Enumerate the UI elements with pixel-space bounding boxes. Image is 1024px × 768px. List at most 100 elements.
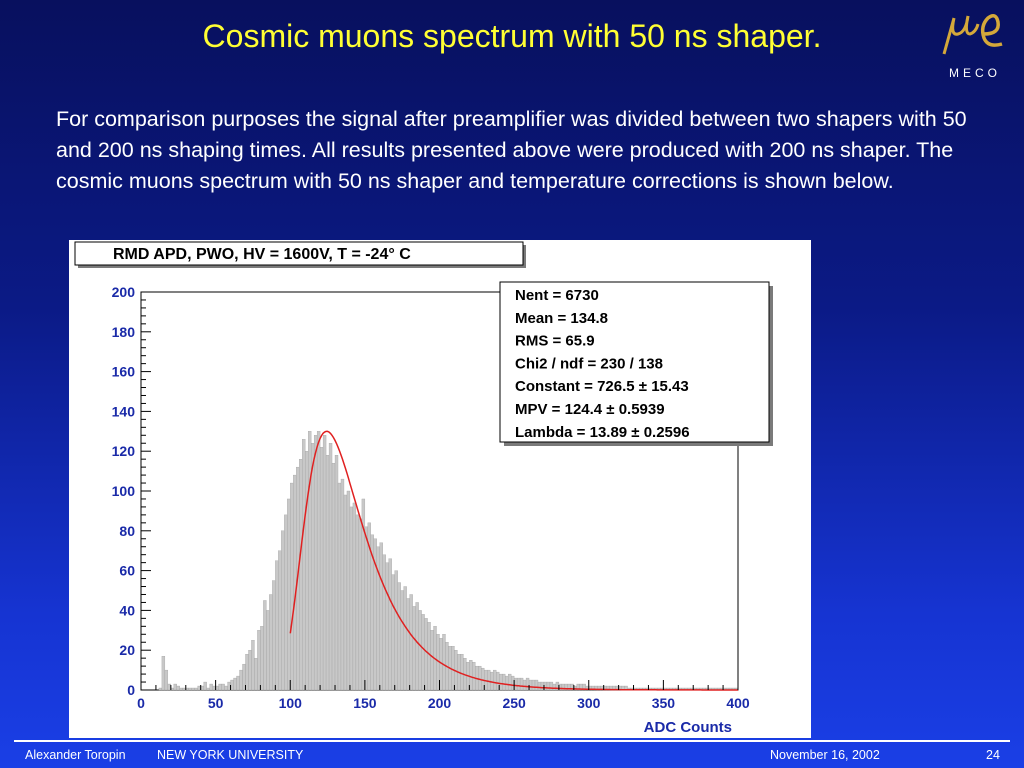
histogram-bar [308, 431, 312, 691]
histogram-bar [299, 459, 303, 691]
slide-title: Cosmic muons spectrum with 50 ns shaper. [202, 18, 822, 54]
mu-e-logo-icon [942, 14, 1003, 55]
histogram-bar [203, 681, 207, 691]
histogram-bar [176, 685, 180, 691]
histogram-bar [239, 669, 243, 691]
stats-line: Mean = 134.8 [515, 310, 608, 327]
meco-logo: MECO [930, 4, 1020, 84]
histogram-bar [331, 462, 336, 691]
histogram-bar [502, 673, 506, 691]
histogram-bar [522, 679, 527, 691]
histogram-bar [272, 580, 276, 691]
histogram-bar [328, 443, 333, 691]
footer-institution: NEW YORK UNIVERSITY [157, 748, 304, 762]
stats-line: Chi2 / ndf = 230 / 138 [515, 355, 663, 372]
histogram-bar [352, 502, 357, 691]
histogram-bar [418, 610, 422, 691]
footer-divider [14, 740, 1010, 742]
histogram-bar [355, 514, 360, 691]
histogram-bar [224, 685, 228, 691]
histogram-bar [397, 582, 401, 691]
histogram-bar [284, 514, 288, 691]
histogram-bar [451, 646, 455, 691]
histogram-bar [508, 673, 512, 691]
histogram-bar [334, 455, 339, 691]
histogram-bar [421, 614, 425, 691]
body-paragraph: For comparison purposes the signal after… [56, 107, 967, 193]
histogram-bar [278, 550, 282, 691]
histogram-bar [403, 586, 407, 691]
stats-box [499, 281, 770, 443]
histogram-bar [188, 687, 192, 691]
histogram-bar [427, 622, 431, 691]
histogram-bar [194, 687, 198, 691]
histogram-bar [519, 677, 524, 691]
histogram-bar [281, 530, 285, 691]
histogram-bar [478, 665, 482, 691]
x-tick-label: 150 [353, 695, 377, 711]
histogram-bar [400, 590, 404, 691]
histogram-bar [415, 602, 419, 691]
histogram-bar [302, 439, 306, 691]
histogram-bar [379, 542, 383, 691]
histogram-bar [290, 482, 294, 691]
x-tick-label: 250 [502, 695, 526, 711]
footer-author: Alexander Toropin [25, 748, 126, 762]
histogram-bar [424, 618, 428, 691]
histogram-bar [385, 562, 389, 691]
footer-page-number: 24 [986, 748, 1000, 762]
histogram-bar [337, 482, 342, 691]
histogram-bar [358, 518, 363, 691]
histogram-bar [391, 574, 395, 691]
y-tick-label: 0 [127, 682, 135, 698]
histogram-bar [236, 675, 240, 691]
histogram-bar [472, 661, 476, 691]
histogram-bar [516, 677, 521, 691]
histogram-bar [305, 451, 309, 691]
histogram-bar [245, 654, 249, 691]
histogram-bar [325, 455, 330, 691]
histogram-bar [430, 630, 434, 691]
histogram-bar [275, 560, 279, 691]
histogram-bar [322, 435, 327, 691]
histogram-bar [406, 598, 410, 691]
stats-line: Constant = 726.5 ± 15.43 [515, 378, 689, 395]
histogram-bar [346, 490, 351, 691]
histogram-bar [209, 683, 213, 691]
stats-line: MPV = 124.4 ± 0.5939 [515, 401, 665, 418]
histogram-bar [191, 687, 195, 691]
histogram-bar [460, 654, 464, 691]
x-tick-label: 300 [577, 695, 601, 711]
histogram-bar [534, 679, 539, 691]
histogram-bar [287, 498, 291, 691]
histogram-bar [537, 681, 542, 691]
x-tick-label: 50 [208, 695, 224, 711]
histogram-bar [173, 683, 177, 691]
y-tick-label: 60 [119, 563, 135, 579]
histogram-bar [409, 594, 413, 691]
histogram-bar [248, 650, 252, 691]
histogram-bar [487, 669, 491, 691]
histogram-bar [316, 431, 321, 691]
histogram-bar [382, 554, 386, 691]
stats-line: RMS = 65.9 [515, 333, 595, 350]
histogram-bar [343, 494, 348, 691]
histogram-bar [442, 634, 446, 691]
x-tick-label: 0 [137, 695, 145, 711]
x-axis-label: ADC Counts [644, 719, 732, 736]
y-tick-label: 160 [112, 364, 136, 380]
histogram-bar [310, 443, 315, 691]
histogram-bar [254, 658, 258, 691]
y-tick-label: 180 [112, 324, 136, 340]
histogram-bar [221, 683, 225, 691]
y-tick-label: 80 [119, 523, 135, 539]
y-tick-label: 120 [112, 443, 136, 459]
x-tick-label: 400 [726, 695, 750, 711]
histogram-bar [364, 526, 369, 691]
histogram-bar [206, 687, 210, 691]
histogram-bar [293, 474, 297, 691]
histogram-bar [161, 656, 166, 691]
histogram-bar [552, 683, 557, 691]
histogram-bar [218, 683, 222, 691]
histogram-bar [349, 506, 354, 691]
